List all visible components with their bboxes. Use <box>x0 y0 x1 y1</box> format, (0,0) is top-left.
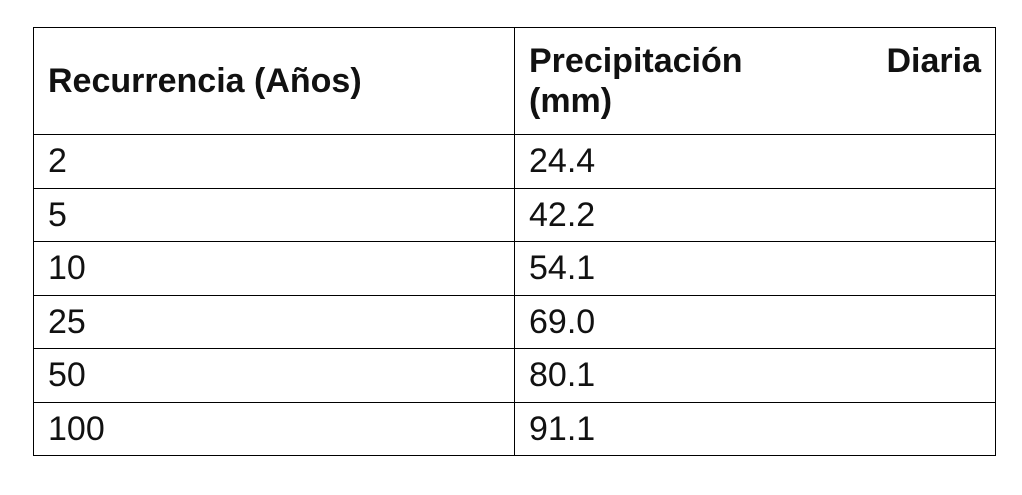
cell-precipitacion: 91.1 <box>514 401 996 456</box>
cell-precipitacion: 54.1 <box>514 241 996 296</box>
cell-recurrencia: 100 <box>33 401 515 456</box>
cell-recurrencia: 25 <box>33 294 515 349</box>
header-precipitacion-line1: Precipitación Diaria <box>529 41 981 81</box>
cell-precipitacion: 80.1 <box>514 348 996 403</box>
cell-recurrencia: 5 <box>33 187 515 242</box>
precipitation-table: Recurrencia (Años) Precipitación Diaria … <box>33 27 996 456</box>
cell-recurrencia: 10 <box>33 241 515 296</box>
header-recurrencia: Recurrencia (Años) <box>33 27 515 135</box>
table-row: 50 80.1 <box>33 348 996 403</box>
table-header-row: Recurrencia (Años) Precipitación Diaria … <box>33 27 996 135</box>
header-precipitacion: Precipitación Diaria (mm) <box>514 27 996 135</box>
cell-precipitacion: 42.2 <box>514 187 996 242</box>
table-row: 5 42.2 <box>33 187 996 242</box>
cell-recurrencia: 50 <box>33 348 515 403</box>
cell-precipitacion: 69.0 <box>514 294 996 349</box>
header-precipitacion-word1: Precipitación <box>529 42 743 80</box>
table-row: 100 91.1 <box>33 401 996 456</box>
table-row: 25 69.0 <box>33 294 996 349</box>
table-row: 2 24.4 <box>33 134 996 189</box>
header-precipitacion-unit: (mm) <box>529 82 613 120</box>
cell-recurrencia: 2 <box>33 134 515 189</box>
cell-precipitacion: 24.4 <box>514 134 996 189</box>
precipitation-table-container: Recurrencia (Años) Precipitación Diaria … <box>33 27 996 456</box>
table-row: 10 54.1 <box>33 241 996 296</box>
header-precipitacion-word2: Diaria <box>886 42 982 80</box>
